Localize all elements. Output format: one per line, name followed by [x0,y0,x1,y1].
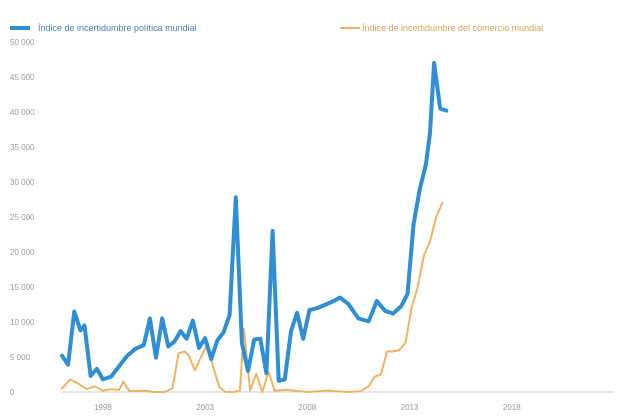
series-lines [60,61,449,393]
y-tick-label: 15 000 [10,283,35,292]
y-tick-label: 10 000 [10,318,35,327]
legend-label: Índice de incertidumbre del comercio mun… [362,23,543,33]
x-tick-label: 2013 [401,403,419,412]
y-tick-label: 45 000 [10,73,35,82]
y-tick-label: 30 000 [10,178,35,187]
legend: Índice de incertidumbre política mundial… [10,23,543,33]
y-axis-ticks: 0 5 000 10 000 15 000 20 000 25 000 30 000 35 0… [10,38,35,397]
y-tick-label: 25 000 [10,213,35,222]
x-tick-label: 2008 [298,403,316,412]
x-tick-label: 2018 [503,403,521,412]
y-tick-label: 40 000 [10,108,35,117]
series-line-0 [60,61,449,383]
y-tick-label: 20 000 [10,248,35,257]
series-line-1 [61,202,444,393]
y-tick-label: 50 000 [10,38,35,47]
x-axis-ticks: 1998 2003 2008 2013 2018 [94,403,521,412]
x-tick-label: 2003 [196,403,214,412]
y-tick-label: 35 000 [10,143,35,152]
y-tick-label: 5 000 [10,353,31,362]
x-tick-label: 1998 [94,403,112,412]
legend-label: Índice de incertidumbre política mundial [38,23,197,33]
y-tick-label: 0 [10,388,15,397]
